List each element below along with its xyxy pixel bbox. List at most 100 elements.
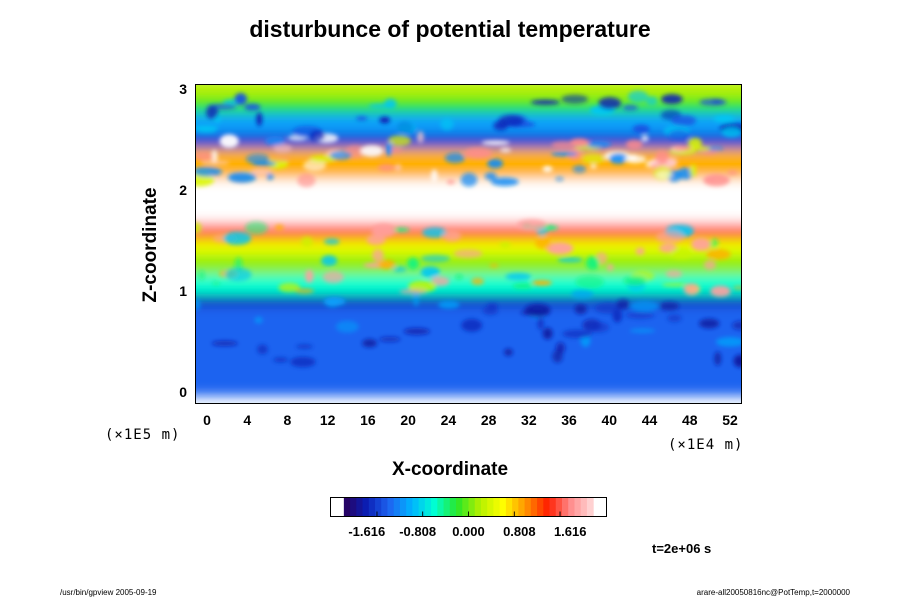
colorbar-step <box>399 498 407 516</box>
colorbar-step <box>543 498 551 516</box>
colorbar-tick-label: -1.616 <box>348 524 386 539</box>
colorbar-step <box>549 498 557 516</box>
heatmap-texture-blob <box>392 266 407 273</box>
heatmap-texture-blob <box>586 256 600 270</box>
heatmap-texture-blob <box>196 298 201 311</box>
chart-title: disturbunce of potential temperature <box>249 16 651 42</box>
heatmap-texture-blob <box>616 299 630 310</box>
heatmap-band <box>196 85 741 99</box>
heatmap-texture-blob <box>395 163 402 172</box>
heatmap-texture-blob <box>301 236 313 248</box>
y-unit-label: (×1E5 m) <box>105 427 181 443</box>
heatmap-texture-blob <box>397 122 417 134</box>
colorbar-step <box>524 498 532 516</box>
heatmap-texture-blob <box>196 152 214 161</box>
heatmap-texture-blob <box>626 139 643 150</box>
heatmap-texture-blob <box>628 154 638 161</box>
heatmap-texture-blob <box>309 155 337 163</box>
heatmap-texture-blob <box>413 292 420 307</box>
colorbar-step <box>424 498 432 516</box>
heatmap-texture-blob <box>627 90 649 103</box>
heatmap-texture-blob <box>490 177 519 187</box>
heatmap-texture-blob <box>520 309 548 316</box>
heatmap-texture-blob <box>535 236 552 250</box>
heatmap-texture-blob <box>305 269 314 283</box>
x-tick-label: 44 <box>641 412 658 428</box>
heatmap-texture-blob <box>641 135 649 142</box>
heatmap-texture-blob <box>691 237 711 251</box>
heatmap-texture-blob <box>265 136 286 146</box>
heatmap-texture-blob <box>670 247 692 260</box>
y-tick-label: 1 <box>179 283 187 299</box>
heatmap-texture-blob <box>726 170 739 175</box>
heatmap-texture-blob <box>721 126 741 138</box>
heatmap-texture-blob <box>703 260 716 270</box>
colorbar-tick-label: 0.000 <box>452 524 485 539</box>
heatmap-texture-blob <box>551 151 578 157</box>
x-tick-label: 4 <box>243 412 252 428</box>
y-tick-label: 3 <box>179 81 187 97</box>
heatmap-texture-blob <box>531 280 552 286</box>
heatmap-texture-blob <box>500 147 511 153</box>
heatmap-texture-blob <box>431 276 450 287</box>
heatmap-texture-blob <box>322 271 344 284</box>
heatmap-texture-blob <box>667 314 682 323</box>
heatmap-texture-blob <box>321 255 338 267</box>
heatmap-texture-blob <box>254 316 263 324</box>
colorbar-step <box>518 498 526 516</box>
x-tick-label: 12 <box>319 412 336 428</box>
heatmap-texture-blob <box>671 115 697 127</box>
heatmap-texture-blob <box>635 247 645 255</box>
heatmap-texture-blob <box>196 222 202 234</box>
heatmap-texture-blob <box>530 99 560 105</box>
y-axis-label: Z-coordinate <box>140 187 161 303</box>
heatmap-texture-blob <box>196 125 219 131</box>
heatmap-texture-blob <box>666 156 678 167</box>
plot-area <box>195 84 742 404</box>
heatmap-texture-blob <box>687 137 702 149</box>
heatmap-texture-blob <box>557 257 583 263</box>
colorbar-step <box>505 498 513 516</box>
heatmap-texture-blob <box>629 300 659 312</box>
heatmap-texture-blob <box>489 263 499 268</box>
heatmap-band <box>196 301 741 396</box>
heatmap-band <box>196 109 741 134</box>
heatmap-texture-blob <box>486 303 498 309</box>
heatmap-texture-blob <box>234 93 247 105</box>
colorbar-tick-label: -0.808 <box>399 524 437 539</box>
heatmap-texture-blob <box>417 131 424 144</box>
heatmap-texture-blob <box>487 158 503 169</box>
colorbar <box>330 497 607 517</box>
colorbar-step <box>443 498 451 516</box>
colorbar-tick-label: 1.616 <box>553 524 587 539</box>
heatmap-texture-blob <box>656 230 684 244</box>
heatmap-texture-blob <box>377 259 396 269</box>
heatmap-texture-blob <box>271 156 291 162</box>
heatmap-texture-blob <box>309 130 325 142</box>
colorbar-step <box>456 498 463 516</box>
heatmap-texture-blob <box>625 311 655 319</box>
colorbar-step <box>499 498 507 516</box>
heatmap-texture-blob <box>461 318 483 332</box>
heatmap-texture-blob <box>471 277 484 286</box>
heatmap-texture-blob <box>211 150 218 164</box>
heatmap-texture-blob <box>574 304 587 315</box>
heatmap-texture-blob <box>391 227 410 232</box>
heatmap-texture-blob <box>656 170 672 180</box>
heatmap-texture-blob <box>673 146 692 151</box>
heatmap-texture-blob <box>266 173 274 180</box>
heatmap-texture-blob <box>551 141 576 150</box>
colorbar-step <box>343 498 351 516</box>
heatmap-texture-blob <box>570 138 589 147</box>
x-tick-label: 24 <box>440 412 457 428</box>
heatmap-texture-blob <box>715 337 741 347</box>
heatmap-texture-blob <box>362 339 377 348</box>
heatmap-texture-blob <box>244 103 261 111</box>
heatmap-texture-blob <box>274 224 284 231</box>
colorbar-step <box>555 498 563 516</box>
colorbar-step <box>387 498 395 516</box>
colorbar-step <box>493 498 501 516</box>
heatmap-texture-blob <box>278 282 301 293</box>
x-tick-label: 48 <box>681 412 698 428</box>
heatmap-texture-blob <box>227 172 257 183</box>
